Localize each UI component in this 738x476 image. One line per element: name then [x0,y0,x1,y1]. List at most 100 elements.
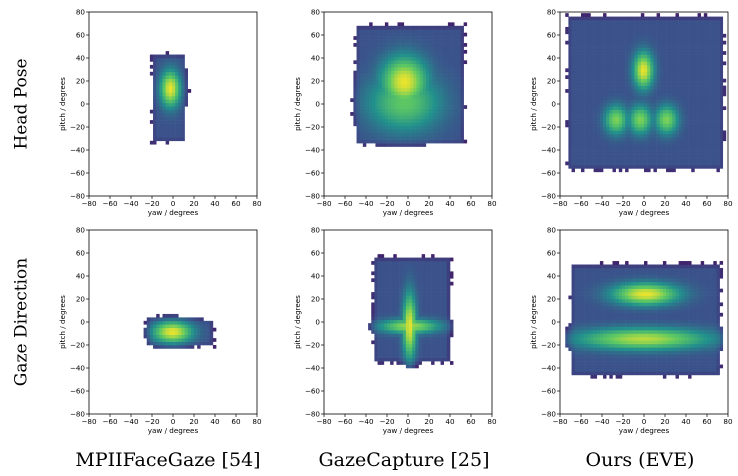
heatmap-cell [441,49,446,54]
heatmap-cell [181,331,185,335]
heatmap-cell [359,105,364,109]
heatmap-cell [383,257,388,262]
heatmap-cell [625,161,629,166]
heatmap-cell [410,105,414,109]
heatmap-cell [406,67,411,71]
heatmap-cell [409,330,413,334]
heatmap-cell [384,32,389,37]
heatmap-cell [153,71,157,76]
heatmap-cell [396,285,400,289]
heatmap-cell [391,136,395,140]
heatmap-cell [444,94,449,99]
heatmap-cell [451,22,455,27]
heatmap-cell [175,109,179,114]
heatmap-cell [659,89,664,93]
heatmap-cell [675,151,679,155]
heatmap-cell [460,101,464,106]
heatmap-cell [621,102,626,107]
heatmap-cell [710,102,714,107]
heatmap-cell [359,108,364,113]
heatmap-cell [353,84,357,89]
heatmap-cell [359,70,364,75]
heatmap-cell [609,137,613,142]
heatmap-cell [612,106,616,111]
heatmap-cell [437,274,441,279]
heatmap-cell [390,312,394,317]
heatmap-cell [406,29,411,33]
heatmap-cell [375,49,379,54]
heatmap-cell [672,75,676,79]
heatmap-cell [381,122,386,127]
heatmap-cell [447,87,452,92]
heatmap-cell [574,137,579,142]
x-tick-label: −20 [144,417,160,426]
heatmap-cell [634,368,638,372]
heatmap-cell [688,151,692,155]
heatmap-cell [609,364,613,369]
heatmap-cell [618,20,623,24]
heatmap-cell [378,29,383,33]
heatmap-cell [383,302,388,307]
heatmap-cell [684,368,689,372]
heatmap-cell [669,54,673,59]
heatmap-cell [412,361,416,365]
heatmap-cell [672,364,676,369]
heatmap-cell [606,147,610,152]
heatmap-cell [383,281,388,286]
heatmap-cell [422,98,427,102]
heatmap-cell [390,267,394,272]
heatmap-cell [565,13,569,17]
heatmap-cell [165,133,170,138]
heatmap-cell [716,130,720,135]
heatmap-cell [422,91,427,96]
heatmap-cell [615,75,620,79]
heatmap-cell [168,75,173,79]
heatmap-cell [656,158,661,162]
heatmap-cell [460,105,464,109]
heatmap-cell [435,74,439,78]
heatmap-cell [399,302,404,307]
heatmap-cell [694,64,698,69]
heatmap-cell [369,129,373,134]
heatmap-cell [568,161,572,166]
heatmap-cell [599,368,604,372]
heatmap-cell [372,87,376,92]
y-tick-label: 0 [315,318,320,327]
heatmap-cell [184,327,188,332]
heatmap-cell [650,120,654,124]
heatmap-cell [460,81,464,85]
heatmap-cell [684,102,689,107]
heatmap-cell [722,61,727,66]
heatmap-cell [359,36,364,40]
heatmap-cell [603,26,607,31]
heatmap-cell [375,60,379,65]
heatmap-cell [634,109,638,114]
heatmap-cell [606,120,610,124]
heatmap-cell [377,281,381,286]
heatmap-cell [394,74,398,78]
heatmap-cell [574,133,579,138]
heatmap-cell [612,95,616,100]
heatmap-cell [421,271,426,276]
heatmap-cell [421,278,426,283]
heatmap-cell [587,154,591,159]
heatmap-cell [672,130,676,135]
heatmap-cell [434,292,438,296]
heatmap-cell [383,354,388,358]
heatmap-cell [710,164,714,169]
heatmap-cell [384,74,389,78]
heatmap-cell [612,85,616,90]
heatmap-cell [371,323,375,327]
heatmap-cell [700,161,705,166]
heatmap-cell [406,136,411,140]
heatmap-cell [697,364,701,369]
heatmap-cell [175,106,179,111]
heatmap-cell [628,61,632,66]
heatmap-cell [391,112,395,116]
heatmap-cell [672,151,676,155]
heatmap-cell [200,317,204,322]
heatmap-cell [603,371,607,376]
heatmap-cell [618,82,623,86]
heatmap-cell [656,130,661,135]
heatmap-cell [681,151,686,155]
